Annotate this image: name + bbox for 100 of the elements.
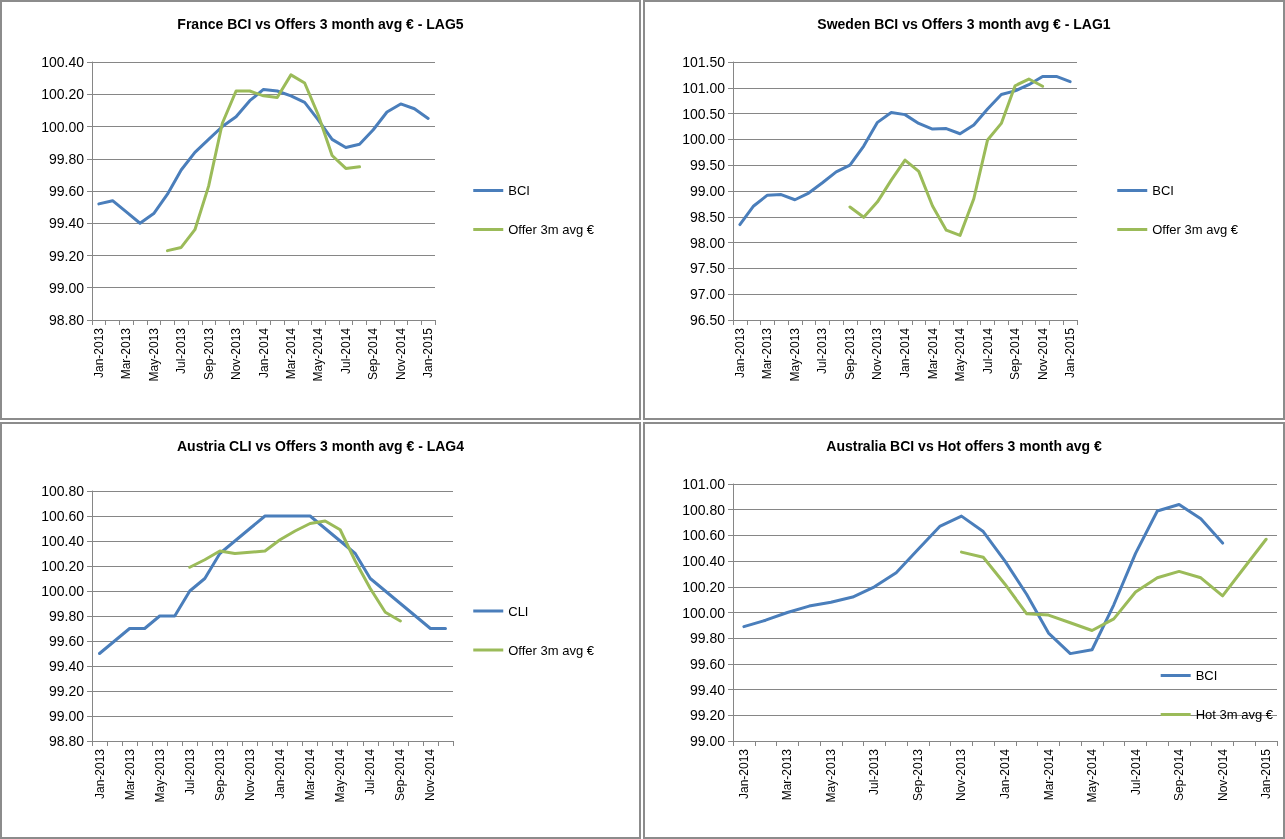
x-tick-label: May-2014 xyxy=(311,327,326,382)
x-tick-label: May-2013 xyxy=(787,327,802,382)
x-tick-label: Mar-2014 xyxy=(1041,748,1056,801)
line-series xyxy=(97,87,430,225)
x-tick-label: Sep-2014 xyxy=(393,748,408,802)
chart-title: Sweden BCI vs Offers 3 month avg € - LAG1 xyxy=(817,16,1111,32)
y-tick-label: 100.00 xyxy=(41,118,85,135)
y-tick-label: 100.40 xyxy=(41,54,85,70)
x-tick-label: May-2013 xyxy=(146,327,161,382)
x-tick-label: Jan-2014 xyxy=(273,748,288,800)
x-tick-label: May-2014 xyxy=(333,748,348,803)
x-tick-label: May-2014 xyxy=(1085,748,1100,803)
y-tick-label: 100.60 xyxy=(41,508,85,524)
y-tick-label: 99.60 xyxy=(689,655,726,672)
y-tick-label: 100.60 xyxy=(682,527,726,544)
y-tick-label: 99.50 xyxy=(689,157,726,174)
legend-label: Offer 3m avg € xyxy=(1152,222,1239,237)
x-tick-label: Nov-2013 xyxy=(242,748,257,802)
y-tick-label: 97.50 xyxy=(689,260,726,277)
line-series xyxy=(742,503,1225,656)
y-tick-label: 97.00 xyxy=(689,286,726,303)
x-tick-label: Sep-2014 xyxy=(1008,327,1023,381)
y-tick-label: 100.40 xyxy=(41,533,85,549)
y-tick-label: 99.20 xyxy=(48,683,85,699)
line-series xyxy=(98,514,447,655)
y-tick-label: 100.80 xyxy=(682,501,726,518)
y-tick-label: 100.00 xyxy=(41,583,85,599)
y-tick-label: 99.60 xyxy=(48,633,85,649)
x-tick-label: Mar-2013 xyxy=(780,748,795,801)
y-tick-label: 99.80 xyxy=(689,630,726,647)
y-tick-label: 96.50 xyxy=(689,312,726,328)
x-tick-label: Sep-2014 xyxy=(1172,748,1187,802)
x-tick-label: Sep-2013 xyxy=(212,748,227,802)
x-tick-label: Jul-2014 xyxy=(338,327,353,375)
y-tick-label: 99.40 xyxy=(689,681,726,698)
x-tick-label: Sep-2013 xyxy=(910,748,925,802)
x-tick-label: Mar-2014 xyxy=(283,327,298,380)
y-tick-label: 100.00 xyxy=(682,604,726,621)
x-tick-label: Mar-2013 xyxy=(119,327,134,380)
y-tick-label: 100.20 xyxy=(41,558,85,574)
x-tick-label: Jan-2015 xyxy=(1063,327,1078,379)
chart-title: Australia BCI vs Hot offers 3 month avg € xyxy=(826,438,1102,454)
y-tick-label: 100.00 xyxy=(682,131,726,148)
y-tick-label: 99.00 xyxy=(689,183,726,199)
y-tick-label: 99.80 xyxy=(48,608,85,624)
x-tick-label: Jul-2014 xyxy=(363,748,378,796)
legend-label: Offer 3m avg € xyxy=(508,222,595,237)
x-tick-label: Nov-2014 xyxy=(423,748,438,802)
x-tick-label: Mar-2013 xyxy=(122,748,137,801)
x-tick-label: Sep-2013 xyxy=(842,327,857,381)
y-tick-label: 99.00 xyxy=(48,708,85,724)
line-series xyxy=(738,74,1072,227)
y-tick-label: 101.00 xyxy=(682,476,726,492)
x-tick-label: May-2013 xyxy=(152,748,167,803)
x-tick-label: Sep-2014 xyxy=(366,327,381,381)
y-tick-label: 99.20 xyxy=(48,247,85,264)
x-tick-label: Jan-2013 xyxy=(91,327,106,379)
x-tick-label: Jan-2013 xyxy=(732,327,747,379)
legend-label: BCI xyxy=(1195,668,1218,683)
y-tick-label: 99.40 xyxy=(48,215,85,232)
x-tick-label: Jan-2014 xyxy=(998,748,1012,800)
x-tick-label: Mar-2014 xyxy=(303,748,318,801)
line-series xyxy=(959,537,1268,632)
y-tick-label: 99.00 xyxy=(689,733,726,749)
x-tick-label: Jul-2013 xyxy=(867,748,882,796)
x-tick-label: Nov-2014 xyxy=(393,327,408,381)
x-tick-label: Sep-2013 xyxy=(201,327,216,381)
x-tick-label: Mar-2014 xyxy=(925,327,940,380)
y-tick-label: 100.80 xyxy=(41,483,85,499)
y-tick-label: 99.40 xyxy=(48,658,85,674)
x-tick-label: Nov-2013 xyxy=(954,748,969,802)
y-tick-label: 98.80 xyxy=(48,312,85,328)
y-tick-label: 98.50 xyxy=(689,208,726,225)
x-tick-label: Jan-2014 xyxy=(256,327,271,379)
x-tick-label: Jul-2014 xyxy=(1128,748,1143,796)
legend-label: CLI xyxy=(508,603,529,619)
y-tick-label: 99.00 xyxy=(48,279,85,296)
y-tick-label: 100.50 xyxy=(682,105,726,122)
legend-label: Offer 3m avg € xyxy=(508,642,595,658)
y-tick-label: 98.80 xyxy=(48,733,85,749)
y-tick-label: 99.80 xyxy=(48,150,85,167)
line-series xyxy=(165,73,362,253)
x-tick-label: Nov-2014 xyxy=(1035,327,1050,381)
x-tick-label: Jan-2013 xyxy=(736,748,751,800)
x-tick-label: Jan-2014 xyxy=(898,327,912,379)
x-tick-label: Jul-2013 xyxy=(815,327,830,375)
x-tick-label: May-2013 xyxy=(823,748,838,803)
x-tick-label: Nov-2013 xyxy=(870,327,885,381)
y-tick-label: 100.20 xyxy=(682,578,726,595)
line-series xyxy=(848,77,1045,237)
y-tick-label: 100.40 xyxy=(682,553,726,570)
y-tick-label: 100.20 xyxy=(41,86,85,103)
x-tick-label: Jan-2015 xyxy=(1259,748,1274,800)
legend-label: BCI xyxy=(508,183,530,198)
chart-title: France BCI vs Offers 3 month avg € - LAG5 xyxy=(177,16,464,32)
y-tick-label: 98.00 xyxy=(689,234,726,251)
x-tick-label: Jan-2015 xyxy=(421,327,436,379)
x-tick-label: Nov-2014 xyxy=(1215,748,1230,802)
legend-label: Hot 3m avg € xyxy=(1195,707,1274,722)
chart-title: Austria CLI vs Offers 3 month avg € - LAG4 xyxy=(176,438,465,454)
